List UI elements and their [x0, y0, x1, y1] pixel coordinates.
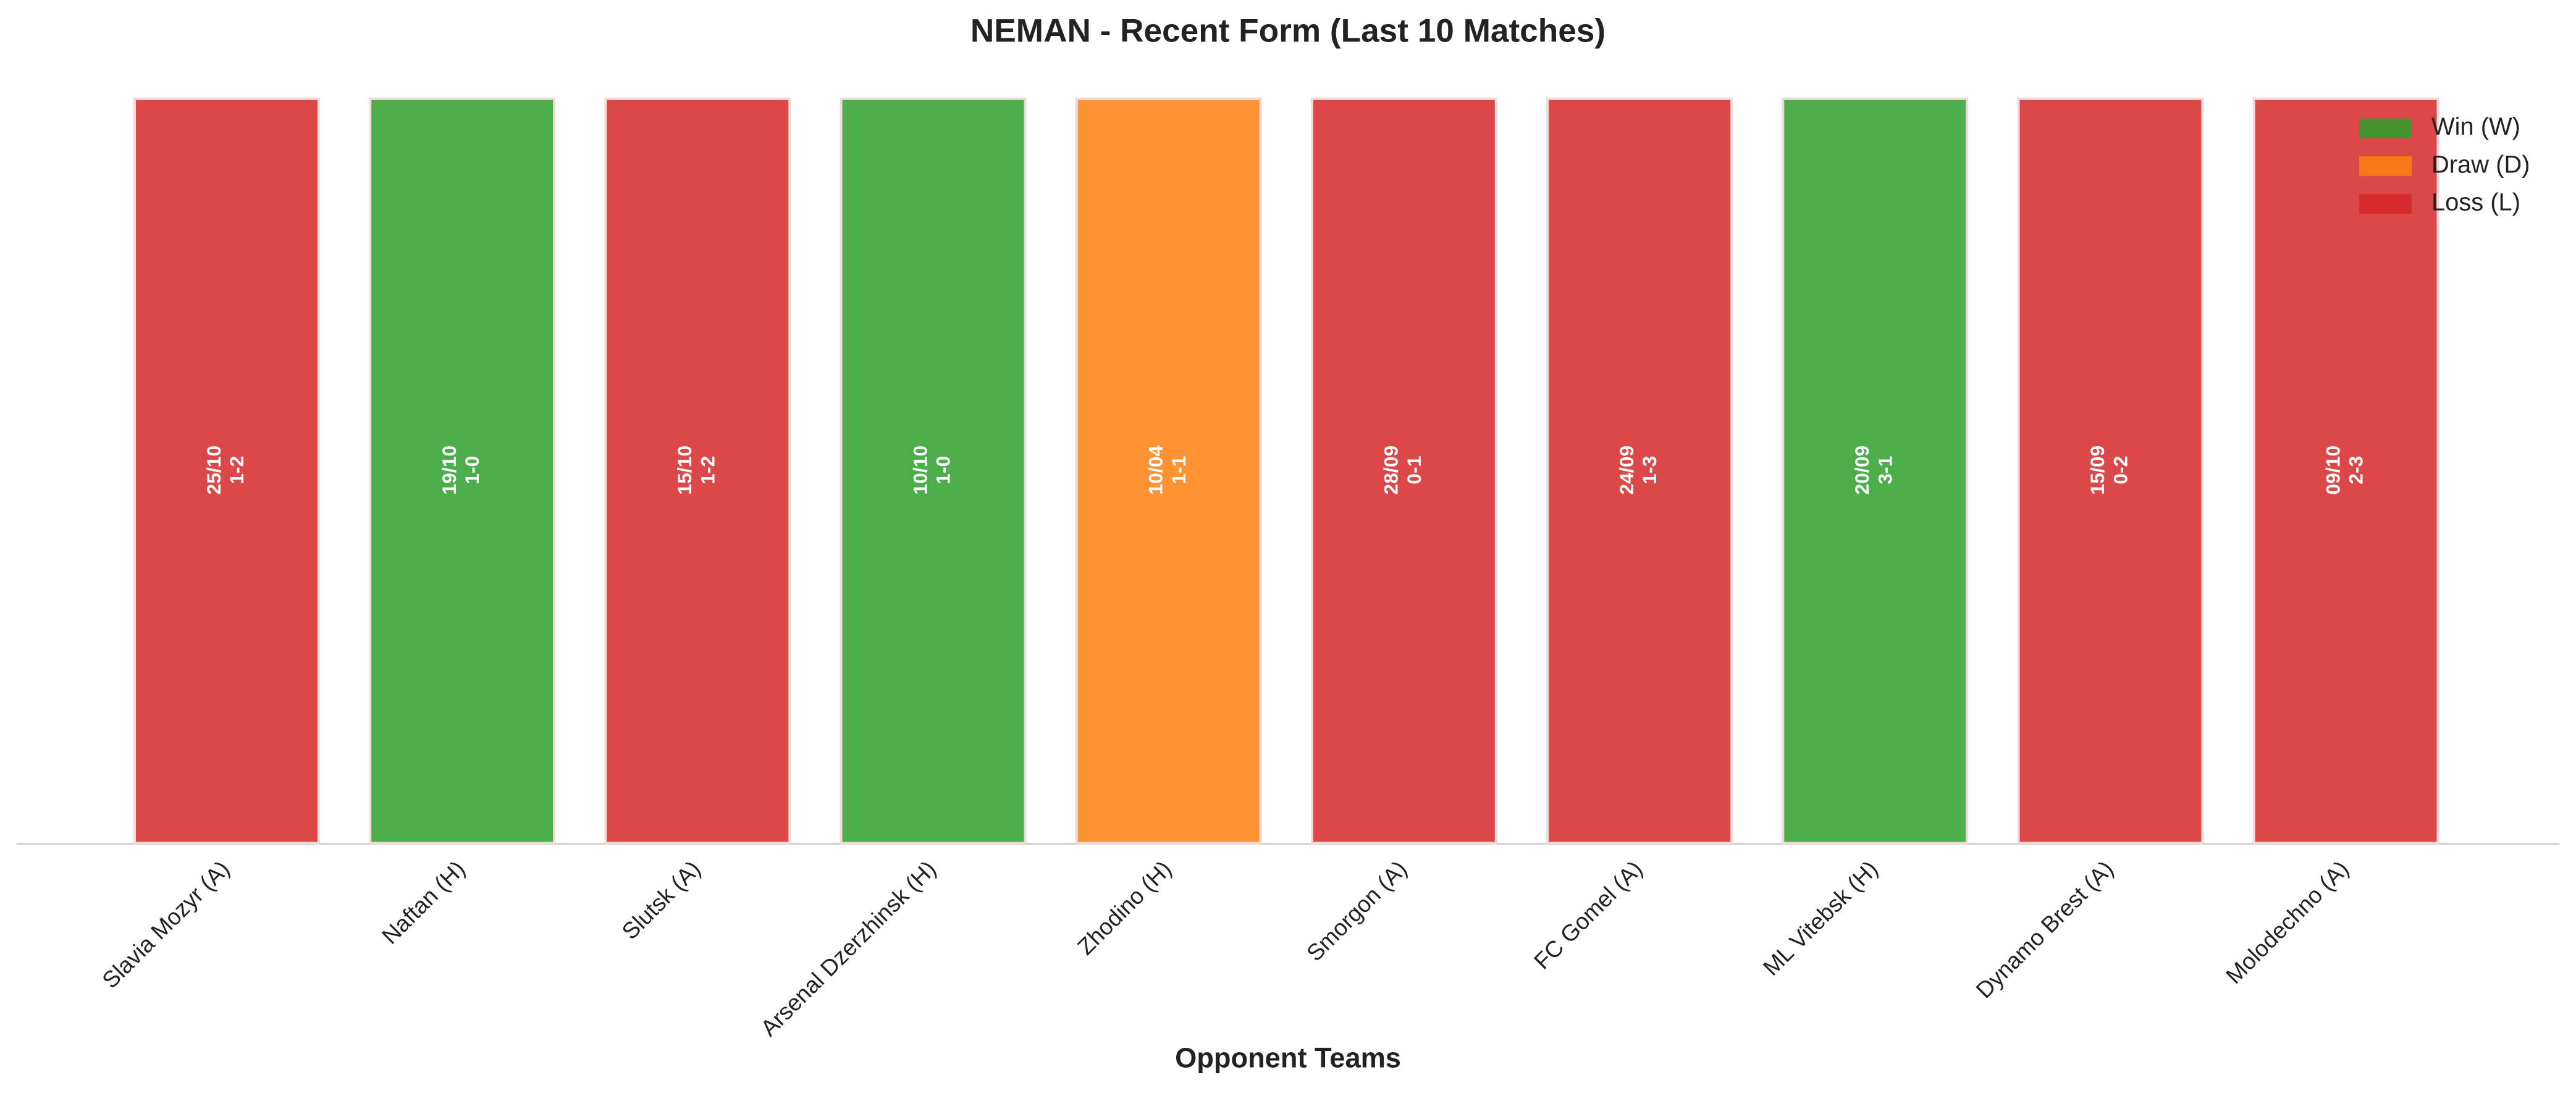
bar — [840, 97, 1027, 845]
bar-score-label: 1-0 — [461, 456, 483, 484]
bar — [369, 97, 556, 845]
bar-score-label: 3-1 — [1874, 456, 1896, 484]
bar-date-label: 28/09 — [1380, 445, 1402, 495]
bar — [604, 97, 791, 845]
bar — [1546, 97, 1733, 845]
bar-score-label: 2-3 — [2345, 456, 2367, 484]
legend-swatch — [2359, 118, 2412, 138]
x-tick-label: FC Gomel (A) — [1529, 856, 1648, 974]
bar-date-label: 19/10 — [438, 445, 460, 495]
bar — [133, 97, 320, 845]
bar-score-label: 1-1 — [1168, 456, 1190, 484]
bar — [1075, 97, 1262, 845]
bar-date-label: 15/10 — [673, 445, 696, 495]
legend-swatch — [2359, 194, 2412, 214]
bar-date-label: 09/10 — [2321, 445, 2344, 495]
bar-score-label: 1-0 — [932, 456, 954, 484]
chart-title: NEMAN - Recent Form (Last 10 Matches) — [970, 12, 1606, 49]
bar-score-label: 0-1 — [1403, 456, 1425, 484]
legend-label: Draw (D) — [2431, 151, 2530, 178]
legend-label: Win (W) — [2431, 113, 2520, 140]
x-tick-label: Smorgon (A) — [1302, 856, 1412, 966]
bar-score-label: 0-2 — [2109, 456, 2131, 484]
legend-swatch — [2359, 156, 2412, 176]
bar — [2252, 97, 2439, 845]
bar-date-label: 24/09 — [1615, 445, 1638, 495]
x-tick-label: ML Vitebsk (H) — [1758, 856, 1883, 981]
x-tick-label: Slutsk (A) — [617, 856, 705, 945]
bar-date-label: 15/09 — [2086, 445, 2108, 495]
bar-date-label: 20/09 — [1851, 445, 1873, 495]
legend-label: Loss (L) — [2431, 189, 2520, 216]
x-tick-label: Arsenal Dzerzhinsk (H) — [756, 856, 941, 1041]
x-tick-label: Naftan (H) — [377, 856, 470, 949]
bar-date-label: 10/04 — [1145, 445, 1167, 495]
bar-date-label: 10/10 — [909, 445, 931, 495]
bar — [1782, 97, 1969, 845]
bar-score-label: 1-2 — [696, 456, 718, 484]
x-tick-label: Zhodino (H) — [1072, 856, 1177, 960]
x-axis-label: Opponent Teams — [1175, 1042, 1401, 1074]
x-tick-label: Slavia Mozyr (A) — [97, 856, 235, 994]
bar-date-label: 25/10 — [203, 445, 225, 495]
x-tick-label: Dynamo Brest (A) — [1971, 856, 2118, 1003]
x-tick-label: Molodechno (A) — [2221, 856, 2354, 989]
bar-score-label: 1-2 — [225, 456, 248, 484]
bar-score-label: 1-3 — [1638, 456, 1661, 484]
bar — [1310, 97, 1497, 845]
bar — [2017, 97, 2204, 845]
